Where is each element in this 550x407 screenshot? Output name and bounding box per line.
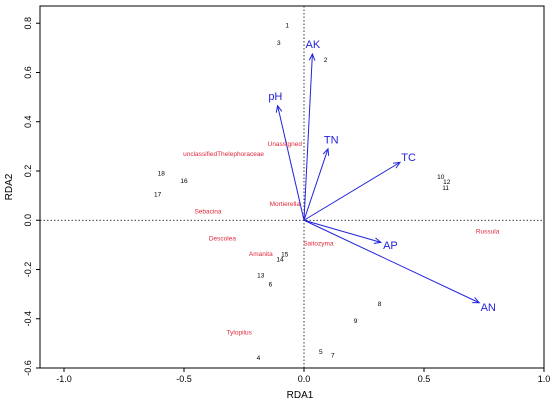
x-axis-title: RDA1: [287, 390, 314, 401]
y-axis-ticks: -0.6 -0.4 -0.2 0.0 0.2 0.4 0.6 0.8: [23, 17, 40, 376]
vector-tc: [303, 161, 401, 221]
site-label: 14: [276, 257, 284, 264]
site-label: 10: [437, 174, 445, 181]
y-tick-label: 0.6: [23, 66, 33, 79]
y-tick-label: 0.2: [23, 165, 33, 178]
environmental-vectors: AK pH TN TC AP AN: [268, 39, 496, 314]
vector-label-ap: AP: [383, 240, 398, 252]
site-label: 7: [331, 353, 335, 360]
site-label: 2: [324, 57, 328, 64]
species-label: Mortierella: [270, 201, 301, 208]
species-label: unclassifiedThelephoraceae: [183, 151, 264, 158]
site-label: 4: [257, 355, 261, 362]
site-label: 12: [443, 179, 451, 186]
vector-label-ak: AK: [306, 39, 321, 51]
y-tick-label: -0.2: [23, 262, 33, 278]
vector-label-tn: TN: [324, 134, 339, 146]
species-label: Unassigned: [268, 141, 303, 148]
site-label: 13: [257, 273, 265, 280]
x-tick-label: -0.5: [176, 374, 192, 384]
x-tick-label: 0.5: [418, 374, 431, 384]
y-tick-label: -0.6: [23, 360, 33, 376]
y-tick-label: -0.4: [23, 311, 33, 327]
site-label: 17: [154, 191, 162, 198]
vector-ap-arrowhead: [373, 237, 382, 244]
site-label: 18: [158, 170, 166, 177]
vector-ph-arrowhead: [275, 104, 283, 113]
vector-label-ph: pH: [268, 91, 282, 103]
vector-ap: [303, 219, 381, 243]
plot-frame: [39, 5, 545, 369]
species-label: Tylopilus: [227, 329, 253, 336]
species-label: Sebacina: [194, 209, 221, 216]
x-tick-label: 1.0: [538, 374, 550, 384]
site-label: 5: [319, 349, 323, 356]
vector-ph: [277, 105, 305, 221]
site-label: 1: [285, 23, 289, 30]
y-tick-label: 0.8: [23, 17, 33, 30]
vector-an: [303, 219, 480, 304]
vector-label-an: AN: [481, 302, 496, 314]
site-label: 9: [354, 318, 358, 325]
site-label: 16: [180, 178, 188, 185]
y-tick-label: 0.0: [23, 214, 33, 227]
vector-tn-arrowhead: [322, 147, 330, 156]
vector-tn: [303, 148, 329, 221]
site-label: 11: [442, 185, 449, 192]
site-label: 6: [269, 281, 273, 288]
vector-ak: [303, 53, 313, 221]
site-label: 8: [378, 301, 382, 308]
x-tick-label: -1.0: [56, 374, 72, 384]
y-axis-title: RDA2: [4, 173, 15, 200]
x-tick-label: 0.0: [298, 374, 311, 384]
species-labels: Unassigned unclassifiedThelephoraceae Mort…: [183, 141, 500, 336]
vector-an-arrowhead: [472, 297, 481, 304]
vector-ak-arrowhead: [308, 52, 316, 61]
x-axis-ticks: -1.0 -0.5 0.0 0.5 1.0: [56, 368, 550, 384]
site-label: 15: [281, 252, 289, 259]
species-label: Amanita: [249, 251, 273, 258]
y-tick-label: 0.4: [23, 115, 33, 128]
site-label: 3: [277, 40, 281, 47]
species-label: Saitozyma: [303, 241, 334, 248]
species-label: Russula: [476, 228, 500, 235]
vector-label-tc: TC: [401, 152, 416, 164]
species-label: Descolea: [209, 236, 236, 243]
vector-tc-arrowhead: [392, 161, 402, 169]
